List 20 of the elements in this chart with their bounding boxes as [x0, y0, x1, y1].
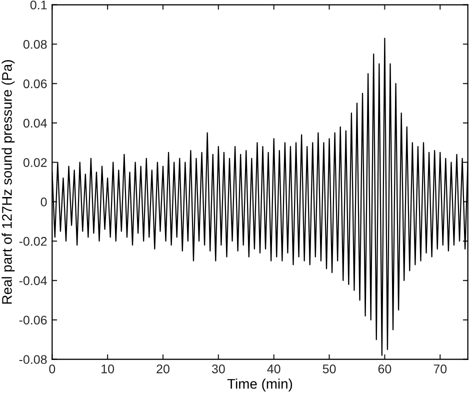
y-tick-label: 0.04	[23, 118, 47, 128]
y-tick-label: 0	[40, 198, 47, 206]
y-tick-label: 0.02	[23, 158, 47, 167]
y-tick-label: 0.1	[30, 0, 47, 10]
x-tick-label: 70	[434, 364, 447, 374]
y-axis-title: Real part of 127Hz sound pressure (Pa)	[2, 60, 15, 304]
x-tick-label: 60	[378, 364, 392, 374]
x-tick-label: 40	[267, 364, 280, 374]
y-tick-label: 0.08	[23, 40, 47, 49]
y-tick-label: -0.08	[19, 355, 47, 364]
x-tick-label: 20	[156, 364, 170, 374]
y-tick-label: 0.06	[23, 79, 47, 88]
x-tick-label: 10	[102, 364, 114, 374]
y-tick-label: -0.06	[19, 316, 47, 325]
x-axis-title: Time (min)	[227, 378, 292, 392]
x-tick-label: 0	[49, 364, 56, 374]
x-tick-label: 50	[322, 364, 336, 374]
y-tick-label: -0.04	[19, 276, 47, 286]
x-tick-label: 30	[212, 364, 225, 374]
y-tick-label: -0.02	[19, 236, 47, 246]
